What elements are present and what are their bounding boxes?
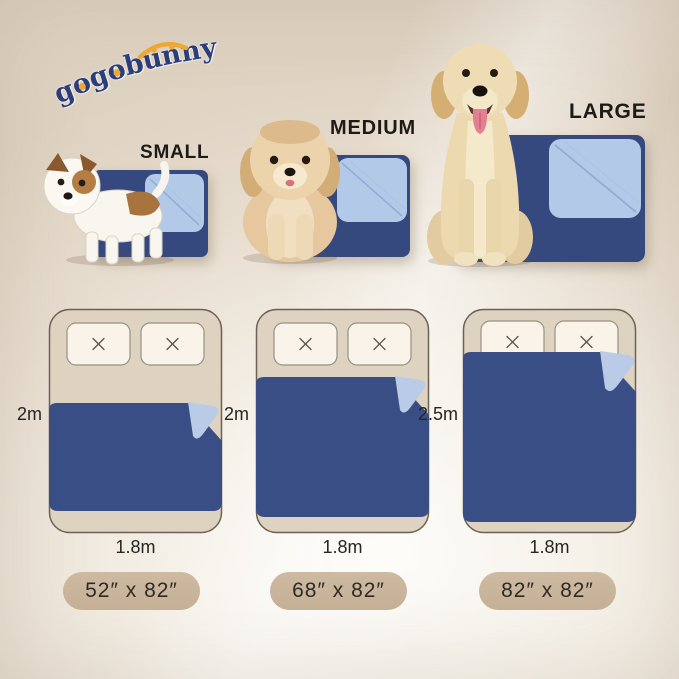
bed-width-label: 1.8m [529, 537, 570, 557]
medium-size-label: MEDIUM [330, 117, 416, 139]
blanket-folded-corner [188, 402, 219, 439]
pillow-x-icon [92, 337, 179, 351]
blanket-folded-corner [395, 376, 426, 413]
blanket [49, 403, 222, 511]
large-dog-image [427, 44, 533, 267]
large-dimensions-badge: 82″ x 82″ [479, 572, 616, 610]
bed-length-label: 2.5m [417, 404, 458, 424]
small-size-label: SMALL [140, 142, 210, 163]
blanket [256, 377, 429, 517]
pillow-x-icon [299, 337, 386, 351]
medium-bed-diagram [255, 308, 430, 534]
pillow [66, 322, 205, 366]
bed-width-label: 1.8m [115, 537, 156, 557]
blanket-folded-corner [600, 351, 635, 392]
pillow [273, 322, 412, 366]
bed-width-label: 1.8m [322, 537, 363, 557]
small-bed-diagram [48, 308, 223, 534]
bed-length-label: 2m [223, 404, 249, 424]
large-bed-diagram [462, 308, 637, 534]
medium-dimensions-badge: 68″ x 82″ [270, 572, 407, 610]
large-size-label: LARGE [569, 100, 647, 123]
pillow-x-icon [506, 335, 593, 349]
logo-smile-arc-icon [137, 41, 189, 60]
logo-letter: y [198, 32, 219, 66]
bed-length-label: 2m [16, 404, 42, 424]
small-dog-image [43, 153, 174, 266]
blanket [463, 352, 636, 522]
medium-dog-image [240, 120, 340, 264]
small-dimensions-badge: 52″ x 82″ [63, 572, 200, 610]
